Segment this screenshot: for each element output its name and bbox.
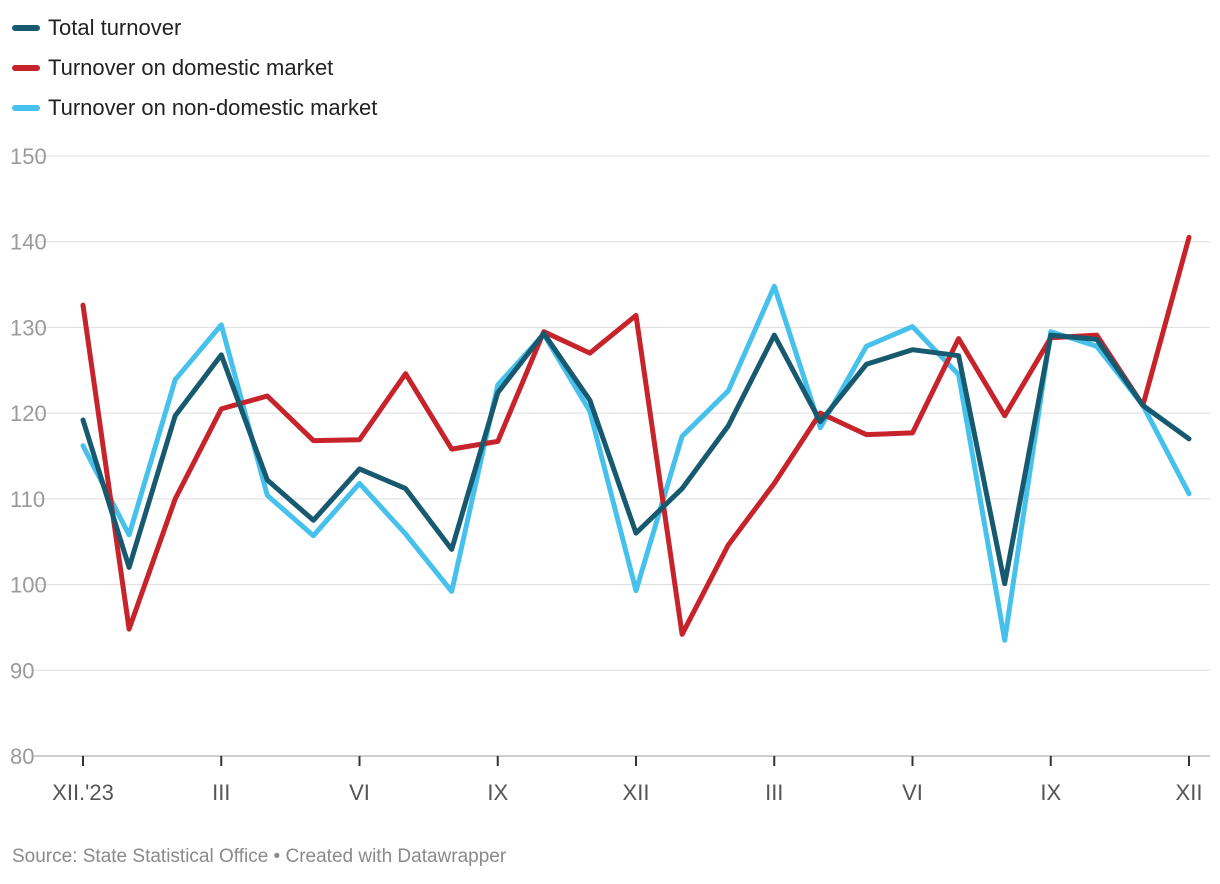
- legend-swatch-total: [12, 25, 40, 31]
- x-tick-label: XII: [1176, 780, 1203, 805]
- x-tick-label: IX: [487, 780, 508, 805]
- x-tick-label: XII.'23: [52, 780, 114, 805]
- legend-item-domestic: Turnover on domestic market: [12, 48, 377, 88]
- y-tick-label-90: 90: [10, 658, 34, 683]
- series-line-non-domestic: [80, 283, 1192, 643]
- legend-label-non-domestic: Turnover on non-domestic market: [48, 95, 378, 120]
- x-tick-label: III: [212, 780, 230, 805]
- y-tick-label-140: 140: [10, 230, 47, 255]
- legend-label-domestic: Turnover on domestic market: [48, 55, 334, 80]
- legend: Total turnover Turnover on domestic mark…: [12, 8, 377, 128]
- y-tick-label-150: 150: [10, 144, 47, 169]
- series-line-total: [80, 330, 1192, 587]
- series-line-domestic: [80, 234, 1192, 637]
- series-layer: [80, 234, 1192, 643]
- legend-swatch-non-domestic: [12, 105, 40, 111]
- x-axis: XII.'23 III VI IX XII III VI IX XII: [52, 756, 1202, 805]
- x-tick-label: VI: [349, 780, 370, 805]
- legend-label-total: Total turnover: [48, 15, 182, 40]
- x-tick-label: VI: [902, 780, 923, 805]
- x-tick-label: XII: [623, 780, 650, 805]
- y-tick-label-80: 80: [10, 744, 34, 769]
- y-tick-label-110: 110: [10, 487, 45, 512]
- x-tick-label: IX: [1040, 780, 1061, 805]
- legend-swatch-domestic: [12, 65, 40, 71]
- source-note: Source: State Statistical Office • Creat…: [12, 846, 507, 867]
- y-tick-label-130: 130: [10, 315, 47, 340]
- y-tick-label-120: 120: [10, 401, 47, 426]
- legend-item-non-domestic: Turnover on non-domestic market: [12, 88, 377, 128]
- x-tick-label: III: [765, 780, 783, 805]
- legend-item-total: Total turnover: [12, 8, 377, 48]
- y-tick-label-100: 100: [10, 573, 47, 598]
